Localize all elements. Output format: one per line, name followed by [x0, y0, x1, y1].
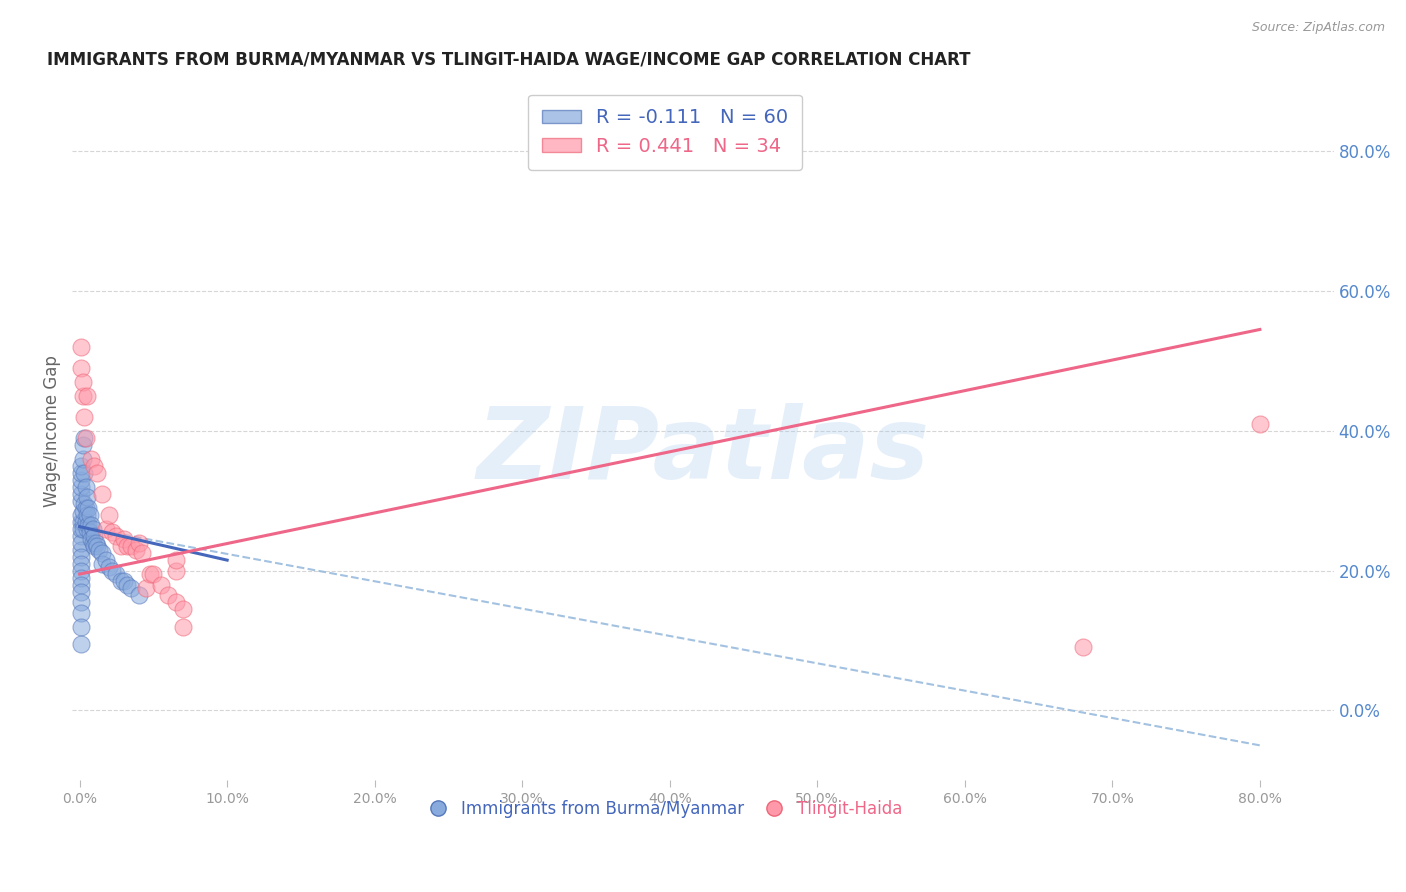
- Point: [73, 409, 96, 424]
- Point: [86, 466, 108, 480]
- Point: [172, 619, 194, 633]
- Point: [98, 508, 121, 522]
- Point: [72, 504, 94, 518]
- Point: [70, 466, 93, 480]
- Point: [112, 532, 135, 546]
- Point: [124, 542, 146, 557]
- Point: [165, 595, 187, 609]
- Point: [70, 542, 93, 557]
- Point: [70, 487, 93, 501]
- Point: [149, 577, 172, 591]
- Point: [70, 529, 93, 543]
- Text: IMMIGRANTS FROM BURMA/MYANMAR VS TLINGIT-HAIDA WAGE/INCOME GAP CORRELATION CHART: IMMIGRANTS FROM BURMA/MYANMAR VS TLINGIT…: [46, 51, 970, 69]
- Point: [70, 515, 93, 529]
- Point: [120, 581, 142, 595]
- Point: [165, 553, 187, 567]
- Text: ZIPatlas: ZIPatlas: [477, 403, 929, 500]
- Point: [70, 606, 93, 620]
- Point: [110, 574, 132, 588]
- Point: [83, 529, 105, 543]
- Point: [70, 557, 93, 571]
- Point: [79, 525, 101, 540]
- Point: [172, 602, 194, 616]
- Point: [70, 508, 93, 522]
- Point: [142, 567, 165, 582]
- Point: [1071, 640, 1094, 655]
- Point: [98, 560, 121, 574]
- Point: [115, 577, 138, 591]
- Point: [90, 557, 112, 571]
- Point: [83, 539, 105, 553]
- Point: [80, 451, 103, 466]
- Point: [84, 535, 107, 549]
- Point: [77, 500, 100, 515]
- Point: [90, 487, 112, 501]
- Point: [128, 588, 150, 602]
- Legend: Immigrants from Burma/Myanmar, Tlingit-Haida: Immigrants from Burma/Myanmar, Tlingit-H…: [420, 793, 910, 824]
- Point: [70, 493, 93, 508]
- Point: [79, 508, 101, 522]
- Point: [72, 438, 94, 452]
- Point: [70, 577, 93, 591]
- Point: [70, 340, 93, 354]
- Point: [77, 518, 100, 533]
- Point: [72, 451, 94, 466]
- Point: [139, 567, 162, 582]
- Point: [70, 584, 93, 599]
- Point: [72, 389, 94, 403]
- Point: [73, 497, 96, 511]
- Point: [73, 466, 96, 480]
- Point: [105, 567, 128, 582]
- Y-axis label: Wage/Income Gap: Wage/Income Gap: [44, 355, 60, 507]
- Point: [90, 546, 112, 560]
- Point: [75, 480, 97, 494]
- Point: [96, 522, 118, 536]
- Point: [131, 546, 153, 560]
- Point: [86, 539, 108, 553]
- Point: [76, 508, 98, 522]
- Point: [80, 532, 103, 546]
- Point: [75, 500, 97, 515]
- Point: [120, 539, 142, 553]
- Point: [82, 522, 104, 536]
- Point: [157, 588, 180, 602]
- Point: [101, 564, 124, 578]
- Point: [76, 490, 98, 504]
- Point: [96, 553, 118, 567]
- Point: [1249, 417, 1271, 431]
- Point: [128, 535, 150, 549]
- Point: [115, 539, 138, 553]
- Point: [75, 431, 97, 445]
- Point: [70, 549, 93, 564]
- Text: Source: ZipAtlas.com: Source: ZipAtlas.com: [1251, 21, 1385, 34]
- Point: [70, 619, 93, 633]
- Point: [70, 571, 93, 585]
- Point: [73, 431, 96, 445]
- Point: [101, 525, 124, 540]
- Point: [87, 542, 110, 557]
- Point: [70, 535, 93, 549]
- Point: [76, 522, 98, 536]
- Point: [72, 375, 94, 389]
- Point: [70, 522, 93, 536]
- Point: [70, 480, 93, 494]
- Point: [76, 389, 98, 403]
- Point: [70, 360, 93, 375]
- Point: [83, 458, 105, 473]
- Point: [70, 595, 93, 609]
- Point: [105, 529, 128, 543]
- Point: [112, 574, 135, 588]
- Point: [70, 473, 93, 487]
- Point: [110, 539, 132, 553]
- Point: [75, 515, 97, 529]
- Point: [72, 515, 94, 529]
- Point: [82, 535, 104, 549]
- Point: [70, 458, 93, 473]
- Point: [80, 518, 103, 533]
- Point: [70, 637, 93, 651]
- Point: [165, 564, 187, 578]
- Point: [135, 581, 157, 595]
- Point: [72, 522, 94, 536]
- Point: [70, 564, 93, 578]
